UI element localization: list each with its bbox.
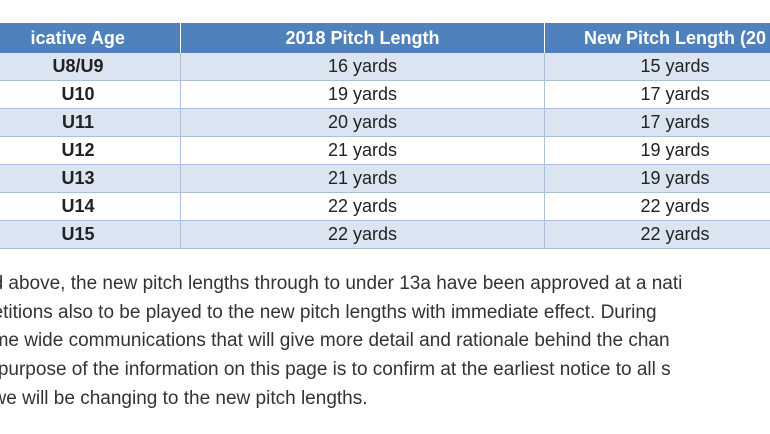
age-cell: U14 xyxy=(0,192,181,221)
pitch-new-cell: 22 yards xyxy=(544,220,770,249)
pitch-new-cell: 19 yards xyxy=(544,164,770,193)
age-cell: U8/U9 xyxy=(0,53,181,81)
pitch-length-table-container: icative Age 2018 Pitch Length New Pitch … xyxy=(0,23,770,249)
pitch-2018-cell: 22 yards xyxy=(180,220,545,249)
age-cell: U12 xyxy=(0,136,181,165)
pitch-new-cell: 17 yards xyxy=(544,108,770,137)
pitch-new-cell: 19 yards xyxy=(544,136,770,165)
pitch-2018-cell: 21 yards xyxy=(180,164,545,193)
header-new-pitch-length: New Pitch Length (20 xyxy=(544,23,770,53)
table-row: U11 20 yards 17 yards xyxy=(0,108,770,137)
age-cell: U15 xyxy=(0,220,181,249)
pitch-new-cell: 15 yards xyxy=(544,53,770,81)
age-cell: U13 xyxy=(0,164,181,193)
pitch-2018-cell: 21 yards xyxy=(180,136,545,165)
header-age: icative Age xyxy=(0,23,181,53)
header-2018-pitch-length: 2018 Pitch Length xyxy=(180,23,545,53)
table-body: U8/U9 16 yards 15 yards U10 19 yards 17 … xyxy=(0,53,770,249)
table-row: U8/U9 16 yards 15 yards xyxy=(0,53,770,81)
table-header-row: icative Age 2018 Pitch Length New Pitch … xyxy=(0,23,770,53)
body-paragraph: ed above, the new pitch lengths through … xyxy=(0,270,770,414)
paragraph-line: t we will be changing to the new pitch l… xyxy=(0,387,368,409)
table-row: U14 22 yards 22 yards xyxy=(0,192,770,221)
paragraph-line: ame wide communications that will give m… xyxy=(0,330,670,352)
table-row: U10 19 yards 17 yards xyxy=(0,80,770,109)
paragraph-line: e purpose of the information on this pag… xyxy=(0,359,671,381)
age-cell: U10 xyxy=(0,80,181,109)
pitch-2018-cell: 16 yards xyxy=(180,53,545,81)
paragraph-line: petitions also to be played to the new p… xyxy=(0,301,657,323)
pitch-2018-cell: 20 yards xyxy=(180,108,545,137)
table-row: U15 22 yards 22 yards xyxy=(0,220,770,249)
table-header: icative Age 2018 Pitch Length New Pitch … xyxy=(0,23,770,53)
table-row: U12 21 yards 19 yards xyxy=(0,136,770,165)
table-row: U13 21 yards 19 yards xyxy=(0,164,770,193)
pitch-2018-cell: 22 yards xyxy=(180,192,545,221)
age-cell: U11 xyxy=(0,108,181,137)
pitch-length-table: icative Age 2018 Pitch Length New Pitch … xyxy=(0,23,770,249)
paragraph-line: ed above, the new pitch lengths through … xyxy=(0,273,683,294)
pitch-new-cell: 17 yards xyxy=(544,80,770,109)
pitch-2018-cell: 19 yards xyxy=(180,80,545,109)
pitch-new-cell: 22 yards xyxy=(544,192,770,221)
